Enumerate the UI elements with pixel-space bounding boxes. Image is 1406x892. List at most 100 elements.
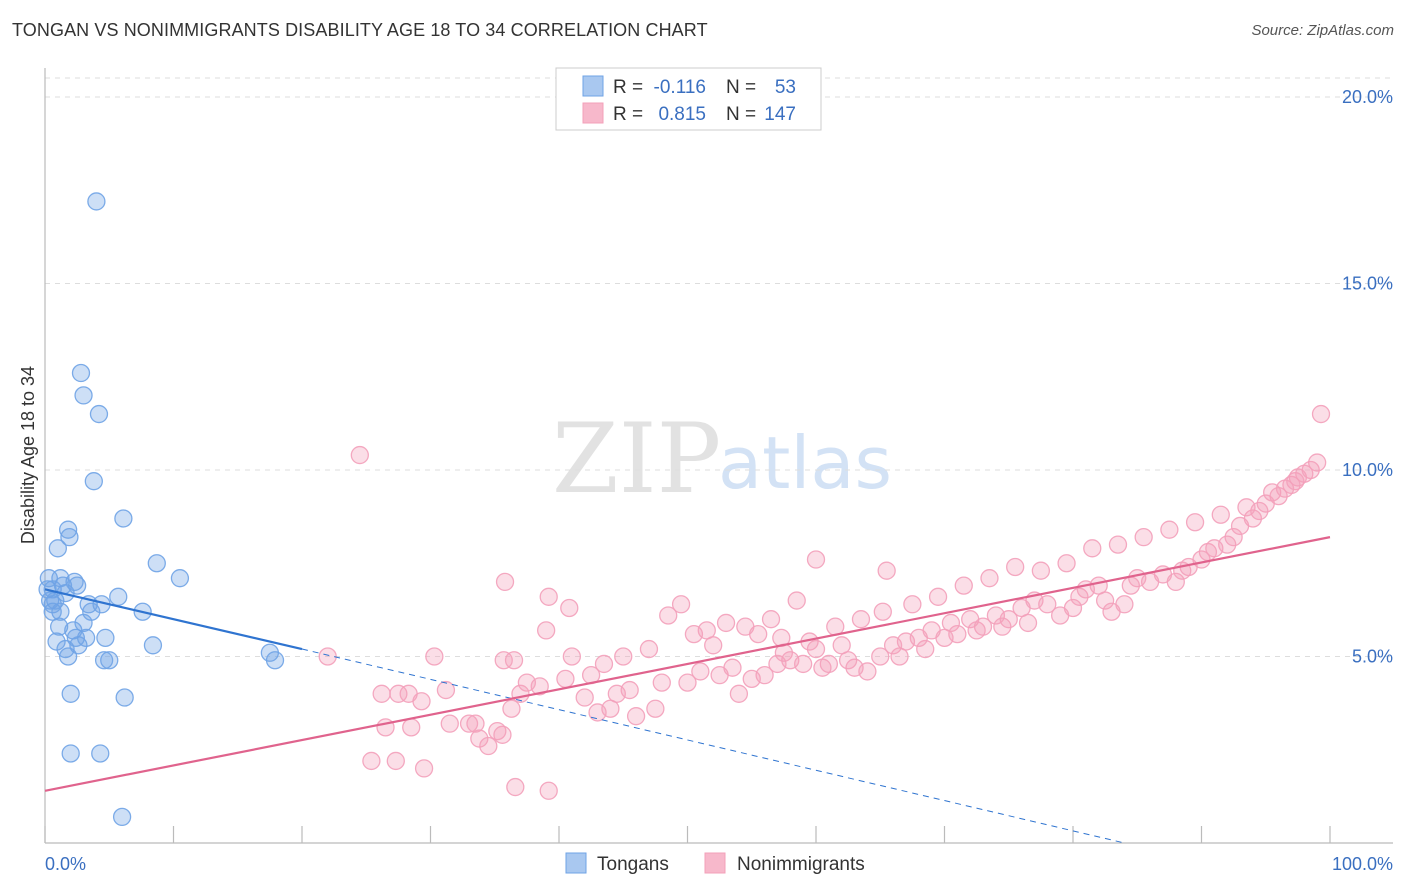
data-point xyxy=(511,684,530,703)
data-point xyxy=(494,651,513,670)
x-tick-label-max: 100.0% xyxy=(1332,854,1393,874)
data-point xyxy=(114,509,133,528)
data-point xyxy=(318,647,337,666)
data-point xyxy=(1185,513,1205,532)
data-point xyxy=(787,591,806,610)
data-point xyxy=(1108,535,1128,554)
data-point xyxy=(652,673,671,692)
data-point xyxy=(115,688,134,707)
series-legend: Tongans Nonimmigrants xyxy=(565,852,865,875)
stats-legend-swatch-nonimmigrants xyxy=(582,102,604,124)
data-point xyxy=(614,647,633,666)
axes xyxy=(44,68,1393,844)
data-point xyxy=(1115,595,1134,614)
data-point xyxy=(89,404,109,424)
data-point xyxy=(562,647,581,666)
data-point xyxy=(1243,509,1263,528)
stats-legend-swatch-tongans xyxy=(582,75,604,97)
data-point xyxy=(954,576,973,595)
data-point xyxy=(43,595,62,614)
data-point xyxy=(76,628,96,647)
data-point xyxy=(1083,539,1102,558)
data-point xyxy=(973,617,993,636)
series-tongans xyxy=(38,192,285,827)
r-label-tongans: R = xyxy=(613,77,643,98)
data-point xyxy=(147,554,166,573)
y-tick-label: 5.0% xyxy=(1352,647,1393,667)
data-point xyxy=(761,610,781,629)
legend-swatch-tongans xyxy=(565,852,587,874)
data-point xyxy=(704,636,723,655)
data-point xyxy=(560,598,579,618)
data-point xyxy=(49,617,69,636)
data-point xyxy=(389,684,408,703)
watermark-atlas: atlas xyxy=(718,421,892,505)
data-point xyxy=(265,651,285,670)
y-tick-label: 20.0% xyxy=(1342,87,1393,107)
y-tick-label: 15.0% xyxy=(1342,274,1393,294)
data-point xyxy=(402,718,421,737)
data-point xyxy=(941,613,961,633)
data-point xyxy=(729,684,749,703)
data-point xyxy=(539,587,558,606)
data-point xyxy=(556,669,575,689)
n-label-nonimmigrants: N = xyxy=(726,104,756,125)
data-point xyxy=(716,613,736,633)
data-point xyxy=(999,610,1018,629)
data-point xyxy=(1070,587,1089,606)
data-point xyxy=(1057,554,1076,573)
data-point xyxy=(96,628,115,647)
chart-source: Source: ZipAtlas.com xyxy=(1251,22,1394,39)
data-point xyxy=(466,714,485,733)
data-point xyxy=(109,587,128,606)
data-point xyxy=(691,662,710,681)
data-point xyxy=(620,680,639,700)
data-point xyxy=(414,759,434,778)
data-point xyxy=(170,569,190,588)
data-point xyxy=(1218,535,1237,554)
data-point xyxy=(386,751,405,771)
data-point xyxy=(436,680,456,700)
data-point xyxy=(504,651,524,670)
data-point xyxy=(74,613,93,633)
data-point xyxy=(100,651,119,670)
data-point xyxy=(575,688,594,707)
stats-legend: R = -0.116 N = 53 R = 0.815 N = 147 xyxy=(555,67,822,131)
data-point xyxy=(646,699,665,718)
data-point xyxy=(1263,483,1282,502)
data-point xyxy=(1308,453,1327,472)
data-point xyxy=(1063,598,1083,618)
data-point xyxy=(1095,591,1115,610)
data-point xyxy=(877,561,896,580)
data-point xyxy=(60,527,79,547)
data-point xyxy=(1237,498,1256,517)
data-point xyxy=(626,707,646,726)
data-point xyxy=(1160,520,1179,539)
chart-title: TONGAN VS NONIMMIGRANTS DISABILITY AGE 1… xyxy=(12,20,708,40)
data-point xyxy=(858,662,877,681)
data-point xyxy=(1211,505,1230,524)
data-point xyxy=(659,606,678,625)
data-point xyxy=(1038,595,1057,614)
data-point xyxy=(58,647,78,666)
n-value-tongans: 53 xyxy=(775,77,796,98)
data-point xyxy=(671,595,691,614)
data-point xyxy=(425,647,444,666)
data-point xyxy=(493,725,512,744)
series-nonimmigrants xyxy=(318,404,1331,800)
data-point xyxy=(980,569,999,588)
data-point xyxy=(143,636,163,655)
data-point xyxy=(678,673,697,692)
legend-label-tongans: Tongans xyxy=(597,854,669,875)
data-point xyxy=(537,621,556,640)
trend-line-tongans xyxy=(44,588,303,651)
data-point xyxy=(723,658,742,677)
data-point xyxy=(350,445,369,465)
data-point xyxy=(61,744,80,763)
data-point xyxy=(479,736,498,756)
data-point xyxy=(84,472,103,491)
data-point xyxy=(48,539,67,558)
data-point xyxy=(1224,527,1243,547)
data-point xyxy=(362,751,381,771)
